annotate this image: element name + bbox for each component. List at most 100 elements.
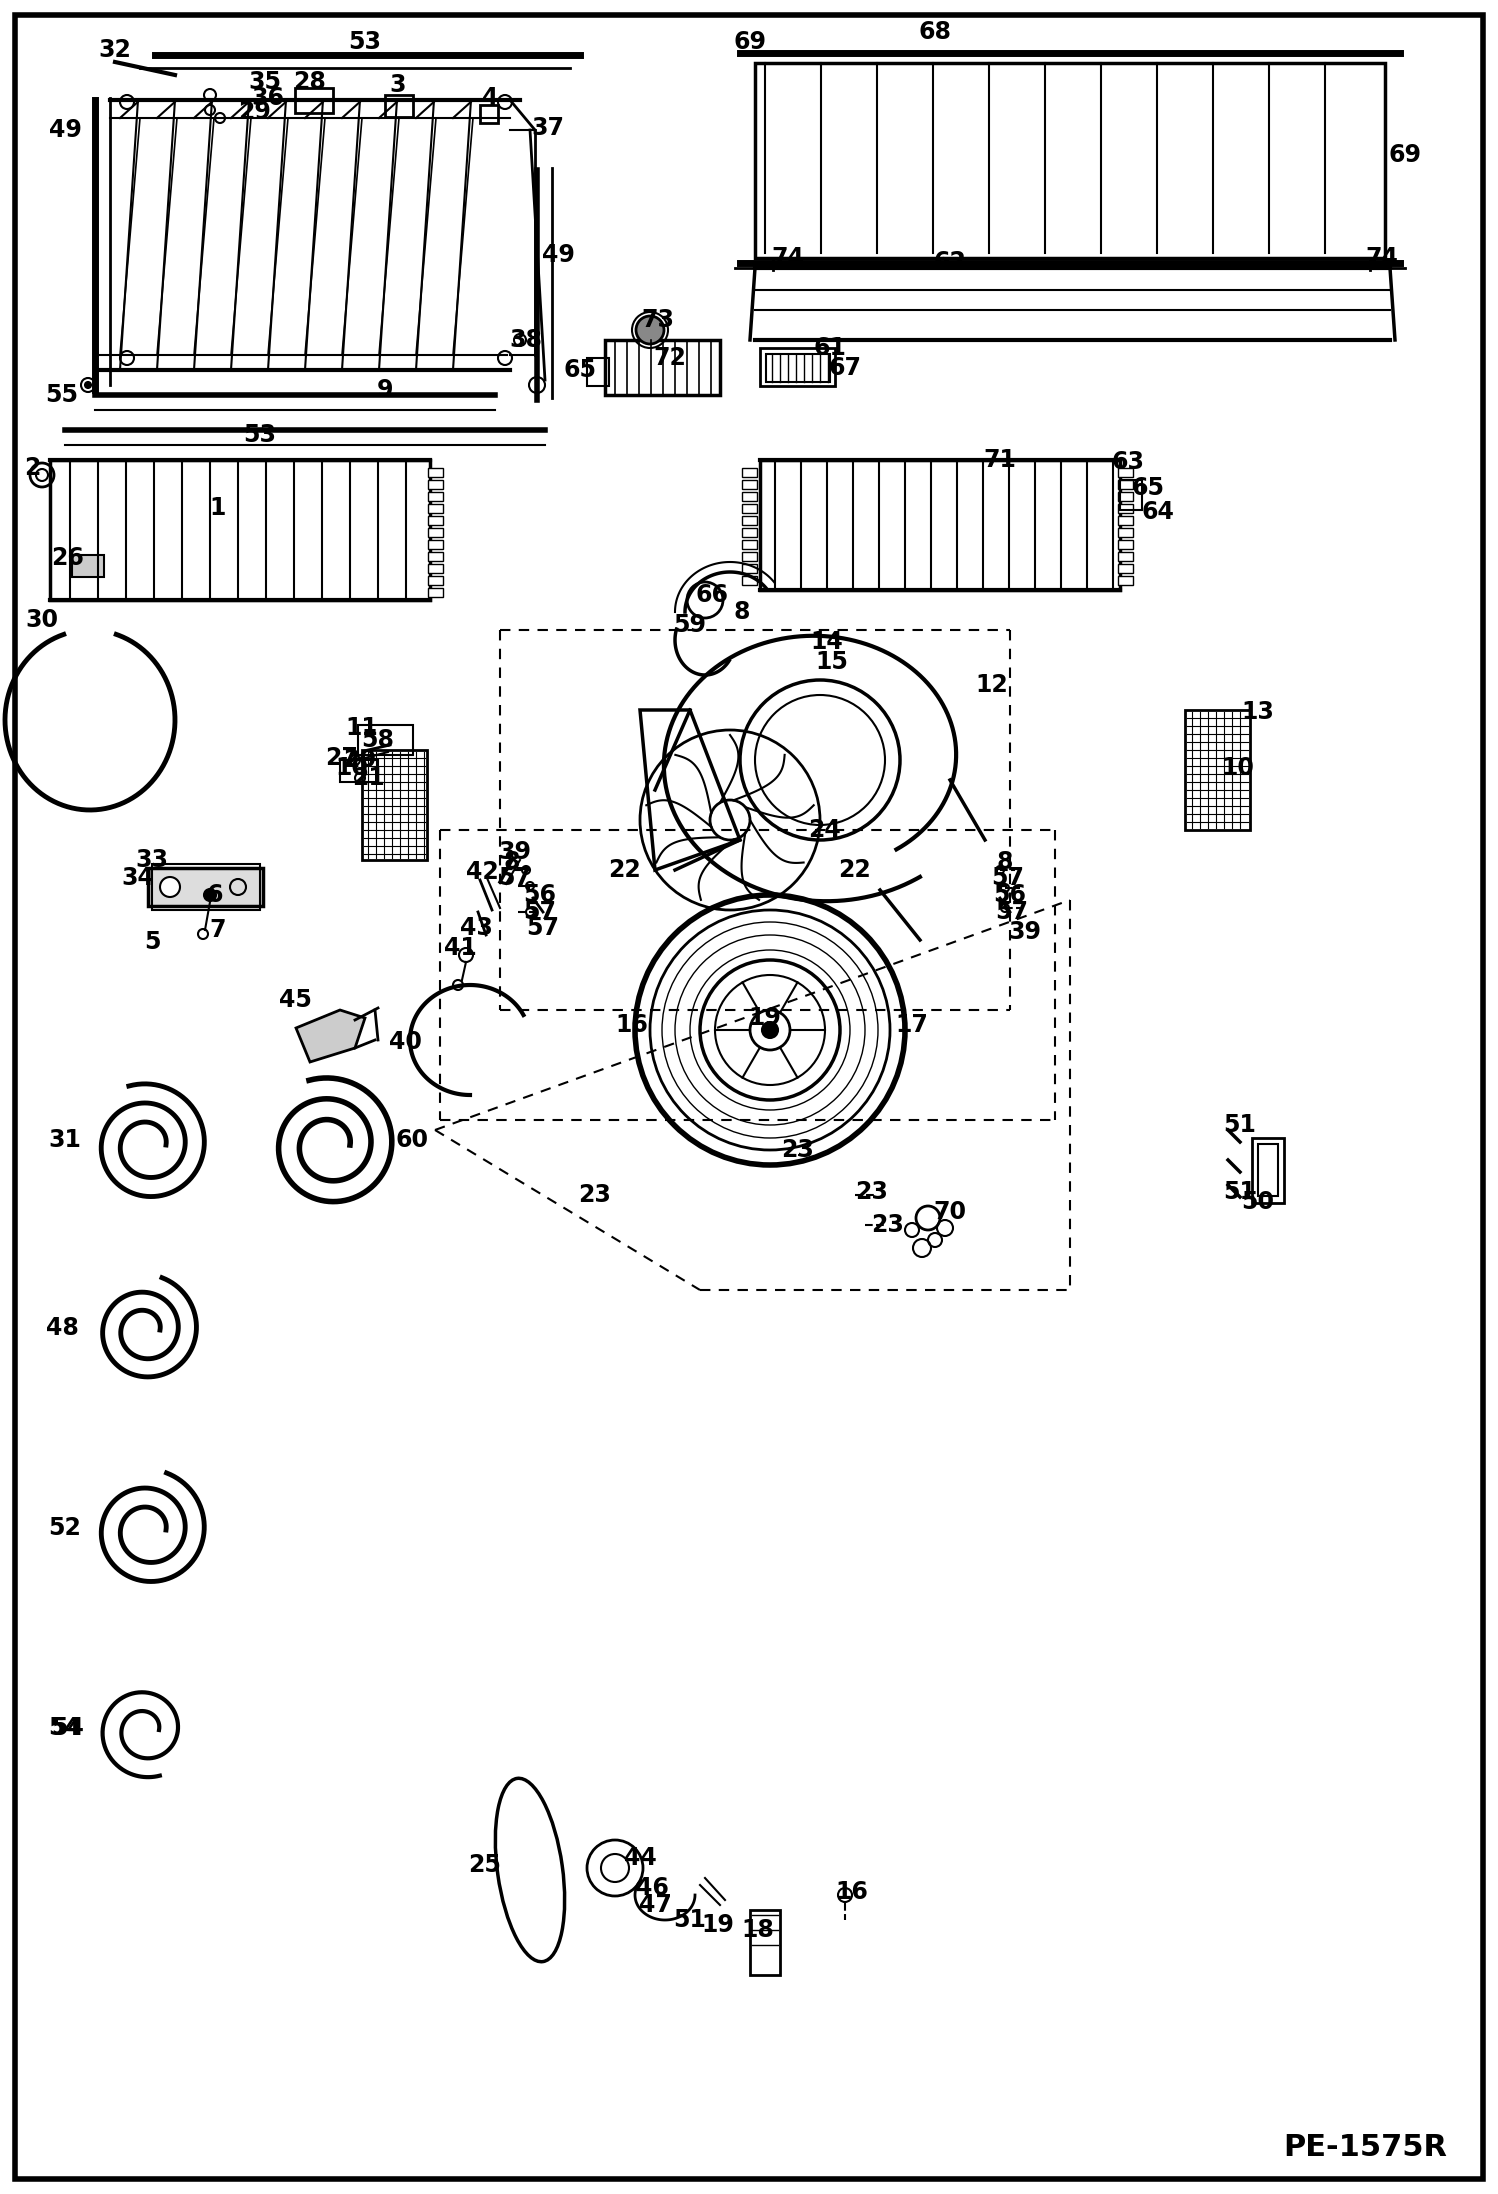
Text: 74: 74 xyxy=(771,246,804,270)
Text: 20: 20 xyxy=(343,748,376,772)
Text: 8: 8 xyxy=(503,849,520,873)
Text: 5: 5 xyxy=(144,930,160,954)
Bar xyxy=(151,864,261,911)
Text: 56: 56 xyxy=(993,882,1026,906)
Text: 1: 1 xyxy=(210,496,226,520)
Text: 53: 53 xyxy=(349,31,382,55)
Text: 68: 68 xyxy=(918,20,951,44)
Text: 62: 62 xyxy=(933,250,966,274)
Text: 51: 51 xyxy=(674,1909,707,1933)
Text: 54: 54 xyxy=(48,1716,81,1740)
Text: 43: 43 xyxy=(460,917,493,939)
Bar xyxy=(428,577,443,586)
Bar xyxy=(755,64,1386,259)
Circle shape xyxy=(762,1022,777,1038)
Text: 23: 23 xyxy=(782,1139,815,1163)
Circle shape xyxy=(160,878,180,897)
Text: 16: 16 xyxy=(616,1014,649,1038)
Text: 70: 70 xyxy=(933,1200,966,1224)
Text: 16: 16 xyxy=(836,1880,869,1904)
Bar xyxy=(1118,480,1132,489)
Bar xyxy=(428,491,443,500)
Text: 4: 4 xyxy=(482,86,499,110)
Bar xyxy=(72,555,103,577)
Text: 48: 48 xyxy=(45,1316,78,1341)
Bar xyxy=(428,480,443,489)
Text: 11: 11 xyxy=(346,715,379,739)
Text: 73: 73 xyxy=(641,307,674,331)
Text: 57: 57 xyxy=(526,917,559,939)
Bar xyxy=(742,553,756,562)
Bar xyxy=(765,353,830,382)
Bar xyxy=(1252,1139,1284,1202)
Bar xyxy=(1185,711,1249,829)
Text: 10: 10 xyxy=(1221,757,1254,781)
Text: 2: 2 xyxy=(24,456,40,480)
Text: 9: 9 xyxy=(377,377,394,402)
Bar xyxy=(1118,505,1132,513)
Bar xyxy=(742,529,756,538)
Text: 10: 10 xyxy=(336,757,369,781)
Text: 45: 45 xyxy=(279,987,312,1011)
Bar xyxy=(1118,529,1132,538)
Text: 69: 69 xyxy=(734,31,767,55)
Bar xyxy=(428,516,443,524)
Bar xyxy=(1118,491,1132,500)
Text: 71: 71 xyxy=(984,448,1017,472)
Bar xyxy=(742,480,756,489)
Text: 51: 51 xyxy=(1224,1112,1257,1136)
Bar xyxy=(742,540,756,548)
Text: 12: 12 xyxy=(975,674,1008,698)
Bar xyxy=(742,516,756,524)
Bar xyxy=(428,588,443,597)
Text: 32: 32 xyxy=(99,37,132,61)
Polygon shape xyxy=(297,1009,366,1062)
Bar xyxy=(358,724,413,755)
Text: 38: 38 xyxy=(509,327,542,351)
Bar xyxy=(340,759,377,781)
Text: 57: 57 xyxy=(523,900,556,924)
Text: 13: 13 xyxy=(1242,700,1275,724)
Bar xyxy=(742,491,756,500)
Text: 23: 23 xyxy=(578,1183,611,1207)
Text: 49: 49 xyxy=(542,244,574,268)
Text: 40: 40 xyxy=(388,1029,421,1053)
Text: PE-1575R: PE-1575R xyxy=(1282,2133,1447,2163)
Text: 30: 30 xyxy=(25,608,58,632)
Text: 17: 17 xyxy=(896,1014,929,1038)
Text: 61: 61 xyxy=(813,336,846,360)
Bar xyxy=(428,540,443,548)
Bar xyxy=(428,505,443,513)
Circle shape xyxy=(204,889,216,902)
Text: 52: 52 xyxy=(48,1516,81,1540)
Bar xyxy=(49,461,430,599)
Text: 54: 54 xyxy=(51,1716,84,1740)
Bar xyxy=(605,340,721,395)
Text: 19: 19 xyxy=(701,1913,734,1937)
Text: 50: 50 xyxy=(1242,1189,1275,1213)
Bar xyxy=(1118,516,1132,524)
Text: 58: 58 xyxy=(361,728,394,753)
Text: 39: 39 xyxy=(1008,919,1041,943)
Text: 67: 67 xyxy=(828,355,861,380)
Text: 31: 31 xyxy=(48,1128,81,1152)
Text: 47: 47 xyxy=(638,1893,671,1918)
Text: 57: 57 xyxy=(996,900,1029,924)
Circle shape xyxy=(637,316,664,344)
Text: 55: 55 xyxy=(45,384,78,408)
Text: 46: 46 xyxy=(635,1876,668,1900)
Bar xyxy=(742,505,756,513)
Bar xyxy=(148,869,264,906)
Text: 63: 63 xyxy=(1112,450,1144,474)
Bar xyxy=(750,1911,780,1975)
Text: 56: 56 xyxy=(523,882,556,906)
Bar xyxy=(428,467,443,476)
Text: 29: 29 xyxy=(238,101,271,125)
Bar xyxy=(1258,1143,1278,1196)
Text: 34: 34 xyxy=(121,867,154,891)
Text: 22: 22 xyxy=(839,858,872,882)
Text: 35: 35 xyxy=(249,70,282,94)
Text: 7: 7 xyxy=(210,917,226,941)
Bar xyxy=(587,358,610,386)
Bar xyxy=(295,88,333,114)
